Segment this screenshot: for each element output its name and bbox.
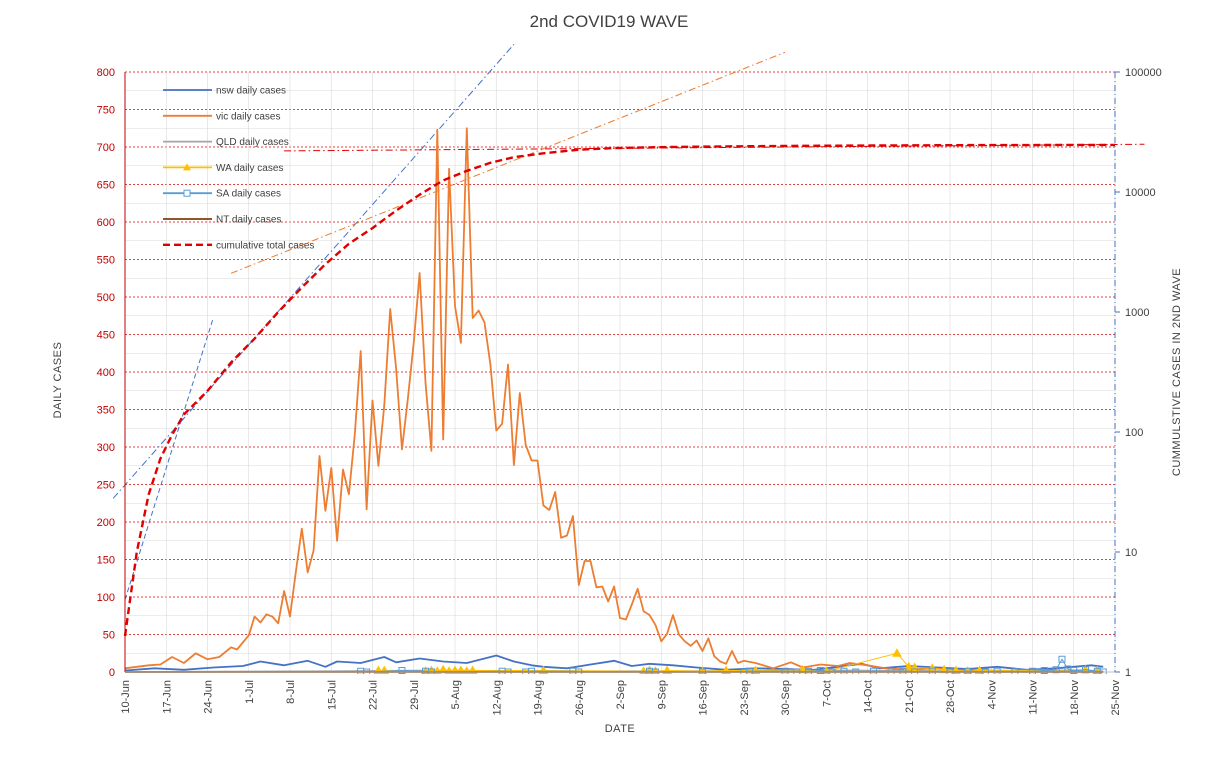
y-tick-label: 50 — [103, 630, 115, 642]
x-tick-label: 2-Sep — [615, 680, 627, 709]
x-tick-label: 23-Sep — [739, 680, 751, 715]
x-tick-label: 25-Nov — [1110, 680, 1122, 716]
x-tick-label: 22-Jul — [368, 680, 380, 710]
x-tick-label: 28-Oct — [945, 680, 957, 713]
x-tick-label: 8-Jul — [285, 680, 297, 704]
y-tick-label: 600 — [97, 217, 115, 229]
series-marker-point — [1070, 667, 1078, 674]
x-axis-ticks: 10-Jun 17-Jun 24-Jun 1-Jul 8-Jul 15-Jul 22-Jul… — [120, 680, 1122, 716]
y-tick-label: 100 — [97, 592, 115, 604]
x-tick-label: 17-Jun — [161, 680, 173, 714]
x-tick-label: 16-Sep — [698, 680, 710, 715]
series-marker-point — [1058, 655, 1066, 663]
legend-label: NT daily cases — [216, 215, 281, 226]
y-tick-label: 500 — [97, 292, 115, 304]
y2-axis-ticks: 1 10 100 1000 10000 100000 — [1115, 67, 1162, 679]
x-axis-label: DATE — [605, 723, 636, 735]
axes — [124, 72, 1116, 673]
series-marker-point — [903, 661, 914, 671]
series-line — [123, 143, 1116, 637]
y2-tick-label: 100000 — [1125, 67, 1162, 79]
y2-axis-label: CUMMULSTIVE CASES IN 2ND WAVE — [1171, 268, 1183, 476]
x-tick-label: 29-Jul — [409, 680, 421, 710]
series-marker-point — [892, 648, 902, 657]
x-tick-label: 14-Oct — [863, 680, 875, 713]
legend-marker — [183, 163, 191, 171]
y-tick-label: 800 — [97, 67, 115, 79]
trendline — [230, 51, 786, 274]
x-tick-label: 4-Nov — [986, 680, 998, 710]
y-tick-label: 650 — [97, 180, 115, 192]
y-axis-label: DAILY CASES — [52, 342, 64, 419]
y2-tick-label: 1 — [1125, 667, 1131, 679]
legend-label: QLD daily cases — [216, 137, 289, 148]
y-tick-label: 750 — [97, 105, 115, 117]
x-tick-label: 11-Nov — [1028, 680, 1040, 715]
x-tick-label: 5-Aug — [450, 680, 462, 709]
y2-tick-label: 1000 — [1125, 307, 1149, 319]
y-tick-label: 150 — [97, 555, 115, 567]
x-tick-label: 24-Jun — [203, 680, 215, 714]
x-tick-label: 9-Sep — [656, 680, 668, 709]
y2-tick-label: 100 — [1125, 427, 1143, 439]
legend-marker — [183, 189, 191, 197]
series-marker-point — [1040, 667, 1048, 674]
y2-tick-label: 10000 — [1125, 187, 1156, 199]
x-tick-label: 18-Nov — [1069, 680, 1081, 716]
legend: nsw daily cases vic daily cases QLD daily … — [163, 86, 314, 251]
legend-label: WA daily cases — [216, 163, 283, 174]
y-tick-label: 300 — [97, 442, 115, 454]
y2-tick-label: 10 — [1125, 547, 1137, 559]
y-tick-label: 700 — [97, 142, 115, 154]
trendline — [124, 317, 214, 600]
y-tick-label: 450 — [97, 330, 115, 342]
x-tick-label: 26-Aug — [574, 680, 586, 715]
x-tick-label: 21-Oct — [904, 680, 916, 713]
legend-label: nsw daily cases — [216, 86, 286, 97]
series-line — [124, 127, 1104, 673]
x-tick-label: 30-Sep — [780, 680, 792, 715]
y-tick-label: 350 — [97, 405, 115, 417]
series-marker-point — [398, 667, 406, 674]
x-tick-label: 12-Aug — [491, 680, 503, 715]
y-tick-label: 550 — [97, 255, 115, 267]
legend-label: SA daily cases — [216, 189, 281, 200]
grid — [124, 71, 1116, 673]
x-tick-label: 19-Aug — [533, 680, 545, 715]
x-tick-label: 1-Jul — [244, 680, 256, 704]
x-tick-label: 10-Jun — [120, 680, 132, 714]
series-marker-point — [816, 667, 824, 674]
y-tick-label: 0 — [109, 667, 115, 679]
y-tick-label: 400 — [97, 367, 115, 379]
y-tick-label: 250 — [97, 480, 115, 492]
x-tick-label: 7-Oct — [821, 680, 833, 707]
x-tick-label: 15-Jul — [326, 680, 338, 710]
chart-title: 2nd COVID19 WAVE — [530, 12, 689, 31]
y-axis-ticks: 0 50 100 150 200 250 300 350 400 450 500 550 600 650 7… — [97, 67, 115, 679]
legend-label: cumulative total cases — [216, 240, 314, 251]
legend-label: vic daily cases — [216, 111, 280, 122]
y-tick-label: 200 — [97, 517, 115, 529]
